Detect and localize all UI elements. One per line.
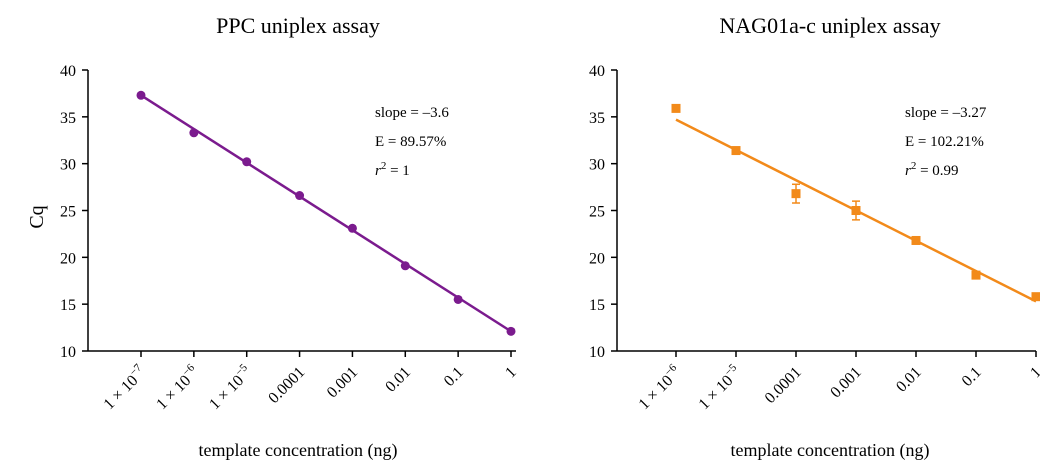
y-tick-label: 15 [60, 297, 76, 314]
data-point [1032, 292, 1040, 301]
y-tick-label: 20 [589, 250, 605, 267]
x-tick-label: 1 × 10−5 [693, 361, 745, 413]
x-tick-label: 0.01 [893, 364, 925, 396]
fit-stats: slope = –3.6 E = 89.57% r2 = 1 [375, 105, 449, 179]
r-squared-annotation: r2 = 0.99 [905, 160, 959, 179]
y-tick-label: 25 [589, 204, 605, 221]
x-tick-label: 0.001 [827, 364, 864, 401]
data-point [972, 271, 981, 280]
x-tick-label: 1 × 10−5 [204, 361, 256, 413]
data-point [348, 224, 357, 233]
x-tick-label: 0.0001 [265, 364, 308, 407]
y-tick-label: 40 [589, 63, 605, 80]
x-tick-label: 1 × 10−6 [151, 361, 203, 413]
y-tick-label: 30 [589, 157, 605, 174]
x-tick-label: 1 [502, 364, 520, 382]
x-tick-label: 0.01 [382, 364, 414, 396]
y-tick-label: 40 [60, 63, 76, 80]
slope-annotation: slope = –3.27 [905, 105, 987, 121]
x-tick-label: 0.0001 [762, 364, 805, 407]
chart-nag01a-c: NAG01a-c uniplex assay template concentr… [589, 13, 1040, 461]
chart-ppc: PPC uniplex assay Cq template concentrat… [26, 13, 520, 461]
x-tick-label: 1 × 10−7 [98, 361, 150, 413]
x-tick-label: 0.1 [959, 364, 985, 390]
data-point [507, 327, 516, 336]
data-point [454, 295, 463, 304]
y-tick-label: 25 [60, 204, 76, 221]
y-tick-label: 35 [589, 110, 605, 127]
efficiency-annotation: E = 102.21% [905, 134, 984, 150]
chart-title: NAG01a-c uniplex assay [719, 13, 940, 38]
x-tick-label: 1 × 10−6 [633, 361, 685, 413]
y-tick-label: 10 [60, 344, 76, 361]
y-tick-label: 20 [60, 250, 76, 267]
data-point [189, 128, 198, 137]
data-point [852, 206, 861, 215]
slope-annotation: slope = –3.6 [375, 105, 449, 121]
x-axis-label: template concentration (ng) [731, 440, 930, 461]
x-axis-label: template concentration (ng) [199, 440, 398, 461]
fit-stats: slope = –3.27 E = 102.21% r2 = 0.99 [905, 105, 987, 179]
x-tick-label: 0.1 [441, 364, 467, 390]
data-point [137, 91, 146, 100]
y-tick-label: 30 [60, 157, 76, 174]
data-point [672, 104, 681, 113]
y-tick-label: 35 [60, 110, 76, 127]
y-tick-label: 15 [589, 297, 605, 314]
data-point [732, 146, 741, 155]
y-axis-label: Cq [26, 205, 48, 228]
data-point [295, 191, 304, 200]
y-tick-label: 10 [589, 344, 605, 361]
x-tick-label: 1 [1027, 364, 1040, 382]
x-tick-label: 0.001 [324, 364, 361, 401]
data-point [792, 189, 801, 198]
efficiency-annotation: E = 89.57% [375, 134, 446, 150]
data-point [242, 157, 251, 166]
chart-title: PPC uniplex assay [216, 13, 380, 38]
data-point [912, 236, 921, 245]
data-point [401, 261, 410, 270]
r-squared-annotation: r2 = 1 [375, 160, 410, 179]
